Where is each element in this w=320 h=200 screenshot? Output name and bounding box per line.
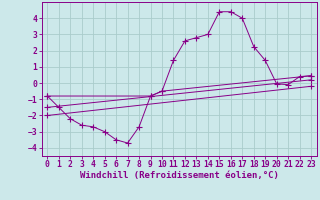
X-axis label: Windchill (Refroidissement éolien,°C): Windchill (Refroidissement éolien,°C) bbox=[80, 171, 279, 180]
